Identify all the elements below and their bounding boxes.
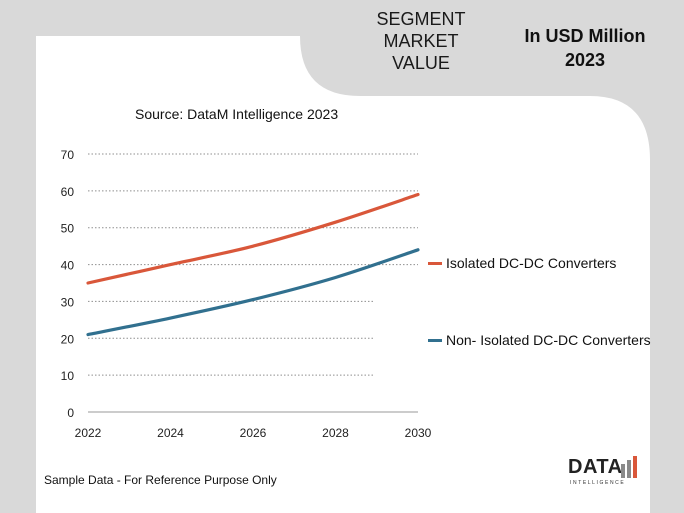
x-tick-label: 2024 (157, 426, 184, 440)
logo-bar (627, 460, 631, 478)
y-tick-label: 30 (61, 295, 75, 309)
x-tick-label: 2026 (240, 426, 267, 440)
y-tick-label: 40 (61, 259, 75, 273)
y-tick-label: 10 (61, 369, 75, 383)
series-line-isolated (86, 192, 420, 285)
unit-title: In USD Million 2023 (500, 24, 670, 72)
x-tick-label: 2022 (75, 426, 102, 440)
source-label: Source: DataM Intelligence 2023 (135, 106, 339, 122)
legend-swatch-non-isolated (428, 338, 442, 342)
logo-bar (621, 464, 625, 478)
segment-title-line: SEGMENT (376, 9, 466, 29)
legend-label-isolated: Isolated DC-DC Converters (446, 255, 617, 271)
y-tick-label: 50 (61, 222, 75, 236)
x-tick-label: 2028 (322, 426, 349, 440)
legend-item-isolated: Isolated DC-DC Converters (428, 255, 616, 271)
logo-bars-icon (621, 456, 637, 478)
footer-note: Sample Data - For Reference Purpose Only (44, 473, 277, 487)
datam-logo: DATA INTELLIGENCE (568, 456, 642, 490)
unit-title-line: In USD Million (524, 26, 646, 46)
segment-title: SEGMENT MARKET VALUE (352, 8, 490, 74)
logo-subtext: INTELLIGENCE (570, 480, 626, 486)
y-tick-label: 70 (61, 148, 75, 162)
y-tick-label: 0 (67, 406, 74, 420)
series-line-non-isolated (86, 248, 420, 337)
logo-bar (633, 456, 637, 478)
x-tick-label: 2030 (405, 426, 432, 440)
y-tick-label: 20 (61, 332, 75, 346)
y-tick-label: 60 (61, 185, 75, 199)
segment-title-line: VALUE (392, 53, 450, 73)
legend-item-non-isolated: Non- Isolated DC-DC Converters (428, 332, 651, 348)
legend-label-non-isolated: Non- Isolated DC-DC Converters (446, 332, 651, 348)
unit-title-line: 2023 (564, 50, 606, 70)
legend-swatch-isolated (428, 261, 442, 265)
logo-text: DATA (568, 456, 623, 478)
segment-title-line: MARKET (383, 31, 459, 51)
